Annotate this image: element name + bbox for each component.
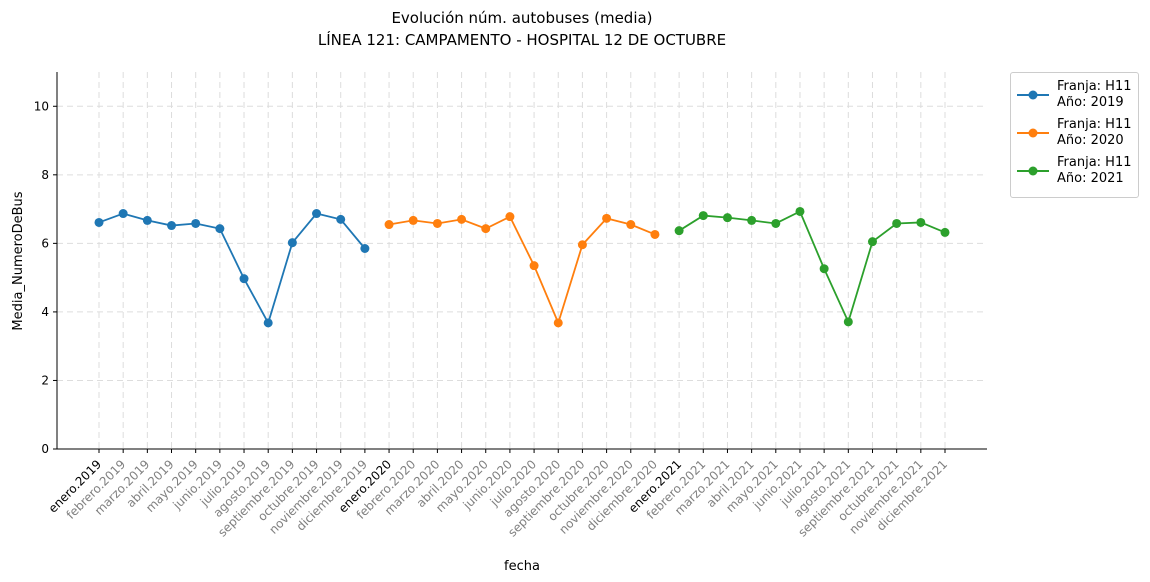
point [481, 224, 491, 234]
chart-title: Evolución núm. autobuses (media) [391, 9, 652, 27]
point [239, 274, 249, 284]
point [215, 224, 225, 234]
point [312, 209, 322, 219]
point [795, 206, 805, 216]
point [698, 211, 708, 221]
y-tick-label: 2 [41, 373, 49, 387]
legend-swatch [1017, 166, 1049, 176]
legend-item: Franja: H11 Año: 2019 [1017, 79, 1132, 111]
line [678, 210, 946, 325]
point [747, 215, 757, 225]
point [263, 318, 273, 328]
legend: Franja: H11 Año: 2019 Franja: H11 Año: 20… [1010, 72, 1139, 198]
point [408, 215, 418, 225]
legend-label: Franja: H11 Año: 2020 [1057, 117, 1132, 148]
legend-label: Franja: H11 Año: 2021 [1057, 155, 1132, 186]
point [553, 318, 563, 328]
y-tick-label: 0 [41, 442, 49, 456]
point [360, 244, 370, 254]
x-axis-label: fecha [504, 559, 540, 574]
y-tick-label: 4 [41, 305, 49, 319]
point [287, 238, 297, 248]
point [843, 317, 853, 327]
point [142, 215, 152, 225]
legend-item: Franja: H11 Año: 2021 [1017, 155, 1132, 187]
point [867, 237, 877, 247]
point [892, 218, 902, 228]
point [384, 220, 394, 230]
point [457, 214, 467, 224]
point [94, 217, 104, 227]
point [916, 217, 926, 227]
point [118, 209, 128, 219]
point [626, 220, 636, 230]
legend-swatch [1017, 128, 1049, 138]
line [388, 215, 656, 326]
legend-label: Franja: H11 Año: 2019 [1057, 79, 1132, 110]
point [650, 229, 660, 239]
point [722, 213, 732, 223]
point [167, 221, 177, 231]
point [191, 218, 201, 228]
y-tick-label: 8 [41, 168, 49, 182]
point [940, 227, 950, 237]
point [674, 226, 684, 236]
point [819, 264, 829, 274]
y-tick-label: 10 [34, 99, 49, 113]
point [529, 261, 539, 271]
point [336, 214, 346, 224]
y-axis-label: Media_NumeroDeBus [11, 191, 26, 330]
point [505, 212, 515, 222]
point [771, 218, 781, 228]
line [98, 212, 366, 326]
legend-item: Franja: H11 Año: 2020 [1017, 117, 1132, 149]
point [432, 218, 442, 228]
point [577, 240, 587, 250]
point [602, 213, 612, 223]
legend-swatch [1017, 90, 1049, 100]
chart-subtitle: LÍNEA 121: CAMPAMENTO - HOSPITAL 12 DE O… [318, 30, 726, 49]
y-tick-label: 6 [41, 236, 49, 250]
